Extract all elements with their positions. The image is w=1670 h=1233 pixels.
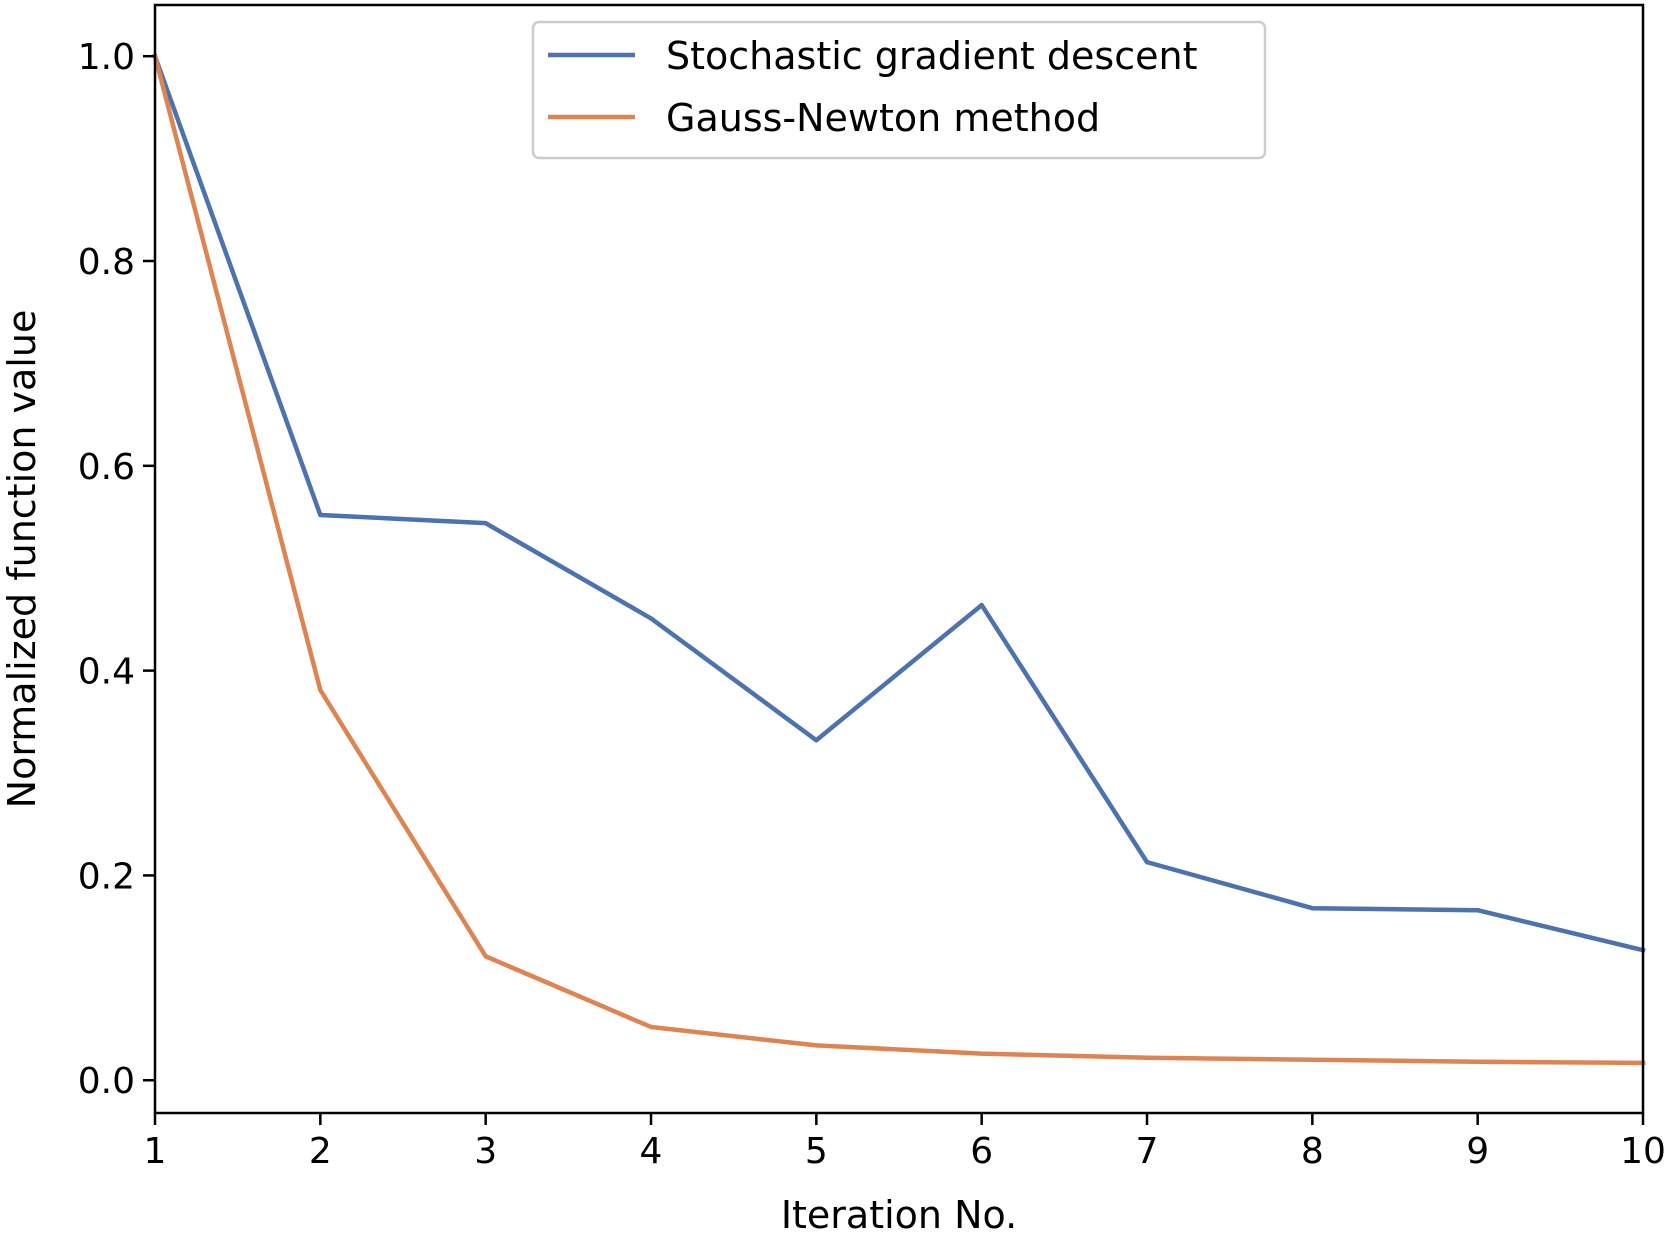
x-tick-label: 3	[474, 1131, 497, 1172]
legend-label-sgd: Stochastic gradient descent	[666, 34, 1197, 78]
y-tick-label: 0.2	[78, 856, 135, 897]
x-tick-label: 7	[1136, 1131, 1159, 1172]
legend-label-gauss-newton: Gauss-Newton method	[666, 96, 1100, 140]
y-tick-label: 0.0	[78, 1061, 135, 1102]
x-tick-label: 8	[1301, 1131, 1324, 1172]
series-line-stochastic-gradient-descent	[152, 53, 1646, 953]
data-point-gauss-newton-method	[814, 1043, 819, 1048]
data-point-gauss-newton-method	[1475, 1059, 1480, 1064]
data-point-stochastic-gradient-descent	[1144, 859, 1150, 865]
y-tick-label: 0.6	[78, 447, 135, 488]
data-point-stochastic-gradient-descent	[1475, 908, 1480, 913]
x-tick-label: 4	[640, 1131, 663, 1172]
x-tick-label: 5	[805, 1131, 828, 1172]
data-point-gauss-newton-method	[648, 1024, 654, 1030]
x-tick-label: 6	[970, 1131, 993, 1172]
y-axis-label: Normalized function value	[0, 310, 44, 809]
y-tick-label: 0.4	[78, 652, 135, 693]
x-tick-label: 9	[1466, 1131, 1489, 1172]
data-point-gauss-newton-method	[1144, 1055, 1150, 1060]
x-axis-ticks: 1 2 3 4 5 6 7 8 9 10	[144, 1113, 1666, 1172]
data-point-gauss-newton-method	[1310, 1057, 1315, 1062]
data-point-stochastic-gradient-descent	[318, 512, 323, 518]
x-tick-label: 1	[144, 1131, 167, 1172]
y-tick-label: 1.0	[78, 37, 135, 78]
data-point-stochastic-gradient-descent	[979, 602, 984, 608]
series-line-gauss-newton-method	[152, 53, 1646, 1066]
x-axis-label: Iteration No.	[781, 1193, 1017, 1233]
x-tick-label: 2	[309, 1131, 332, 1172]
legend-box	[531, 20, 1267, 160]
y-tick-label: 0.8	[78, 242, 135, 283]
data-point-stochastic-gradient-descent	[1310, 905, 1315, 911]
y-axis-ticks: 0.0 0.2 0.4 0.6 0.8 1.0	[78, 37, 155, 1102]
data-point-gauss-newton-method	[318, 687, 323, 693]
data-point-stochastic-gradient-descent	[814, 738, 819, 743]
plot-background	[155, 5, 1643, 1113]
data-point-stochastic-gradient-descent	[648, 616, 654, 621]
legend: Stochastic gradient descent Gauss-Newton…	[531, 20, 1267, 160]
data-point-stochastic-gradient-descent	[483, 520, 488, 526]
x-tick-label: 10	[1620, 1131, 1666, 1172]
series-layer	[152, 53, 1646, 1066]
plot-frame	[153, 3, 1645, 1115]
data-point-gauss-newton-method	[979, 1051, 984, 1056]
data-point-gauss-newton-method	[483, 954, 488, 959]
